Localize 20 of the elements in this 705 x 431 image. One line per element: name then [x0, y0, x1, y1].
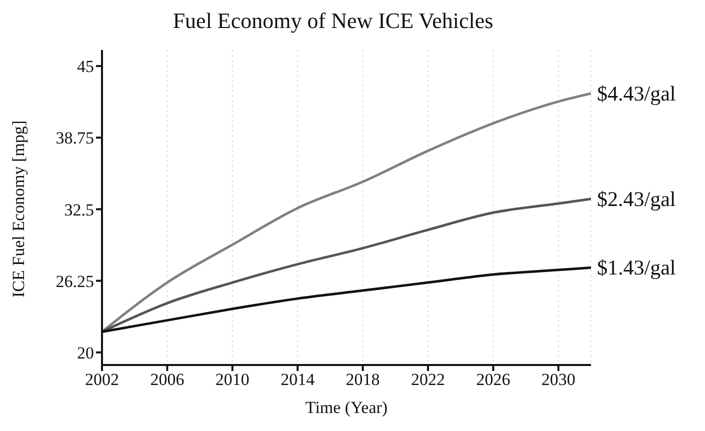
- y-tick-label: 26.25: [56, 272, 94, 291]
- chart-title: Fuel Economy of New ICE Vehicles: [172, 8, 494, 34]
- x-tick-label: 2010: [215, 370, 250, 390]
- series-label: $4.43/gal: [597, 82, 676, 106]
- y-tick-label: 32.5: [64, 200, 94, 220]
- y-tick-label: 20: [77, 343, 94, 362]
- y-axis-title: ICE Fuel Economy [mpg]: [9, 120, 28, 298]
- y-tick-label: 38.75: [56, 128, 94, 148]
- x-tick-label: 2030: [541, 370, 576, 390]
- x-tick-label: 2018: [346, 370, 380, 390]
- series-label: $2.43/gal: [597, 186, 676, 211]
- x-tick-label: 2002: [85, 370, 119, 390]
- x-axis-title: Time (Year): [305, 398, 388, 417]
- line-series: [102, 198, 591, 334]
- x-tick-label: 2022: [411, 370, 445, 390]
- y-tick-label: 45: [77, 57, 94, 76]
- series-label: $1.43/gal: [597, 256, 676, 280]
- x-tick-label: 2006: [150, 370, 184, 390]
- x-tick-label: 2026: [476, 370, 510, 390]
- x-tick-label: 2014: [280, 370, 316, 390]
